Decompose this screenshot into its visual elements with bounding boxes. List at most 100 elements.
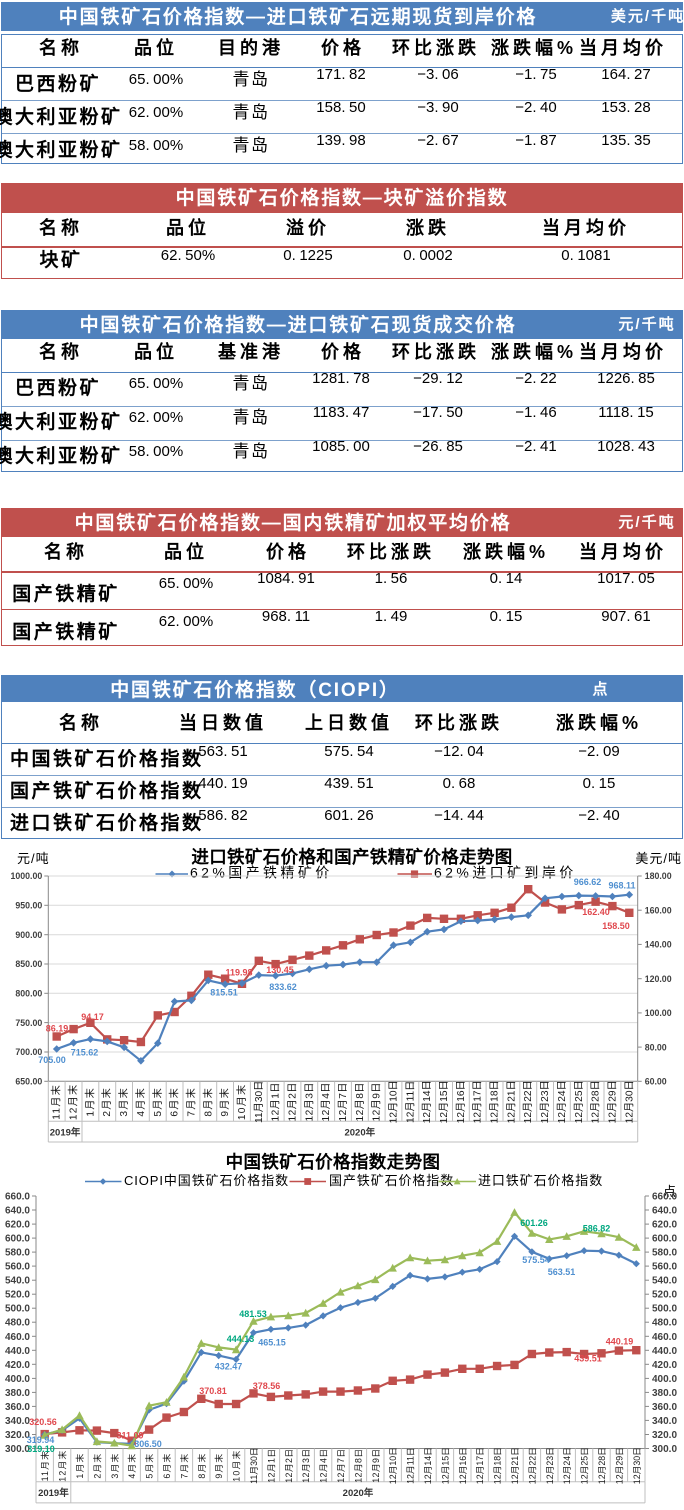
svg-text:5月末: 5月末 [151, 1087, 164, 1117]
svg-text:360.0: 360.0 [652, 1402, 677, 1413]
svg-text:580.0: 580.0 [5, 1248, 30, 1259]
svg-text:380.0: 380.0 [5, 1388, 30, 1399]
svg-text:12月7日: 12月7日 [336, 1448, 346, 1482]
svg-text:340.0: 340.0 [5, 1416, 30, 1427]
svg-text:2019年: 2019年 [38, 1487, 69, 1499]
svg-text:601.26: 601.26 [520, 1218, 548, 1228]
svg-text:360.0: 360.0 [5, 1402, 30, 1413]
svg-text:1000.00: 1000.00 [10, 871, 42, 881]
svg-text:9月末: 9月末 [218, 1087, 231, 1117]
svg-text:12月4日: 12月4日 [319, 1448, 329, 1482]
svg-text:12月11日: 12月11日 [404, 1081, 416, 1123]
svg-text:715.62: 715.62 [71, 1048, 99, 1058]
svg-text:750.00: 750.00 [15, 1018, 42, 1028]
svg-text:12月17日: 12月17日 [472, 1080, 484, 1123]
svg-text:158.50: 158.50 [602, 921, 630, 931]
svg-text:12月1日: 12月1日 [270, 1082, 282, 1121]
svg-text:12月25日: 12月25日 [580, 1447, 590, 1484]
svg-text:400.0: 400.0 [652, 1374, 677, 1385]
svg-text:420.0: 420.0 [652, 1360, 677, 1371]
svg-text:12月7日: 12月7日 [337, 1082, 349, 1121]
svg-text:320.0: 320.0 [5, 1430, 30, 1441]
svg-text:12月17日: 12月17日 [475, 1447, 485, 1484]
svg-text:119.98: 119.98 [225, 967, 252, 977]
svg-text:600.0: 600.0 [5, 1234, 30, 1245]
svg-text:340.0: 340.0 [652, 1416, 677, 1427]
svg-text:600.0: 600.0 [652, 1234, 677, 1245]
svg-text:850.00: 850.00 [15, 959, 42, 969]
svg-text:660.0: 660.0 [5, 1192, 30, 1203]
svg-text:12月4日: 12月4日 [320, 1082, 332, 1121]
svg-text:12月21日: 12月21日 [505, 1080, 517, 1123]
svg-text:2020年: 2020年 [344, 1126, 375, 1138]
svg-text:12月3日: 12月3日 [303, 1082, 315, 1121]
svg-text:10月末: 10月末 [235, 1084, 248, 1121]
svg-text:563.51: 563.51 [548, 1267, 576, 1277]
svg-text:国产铁矿石价格指数: 国产铁矿石价格指数 [329, 1173, 454, 1188]
svg-text:11月末: 11月末 [50, 1084, 63, 1120]
svg-text:4月末: 4月末 [126, 1453, 137, 1479]
svg-text:620.0: 620.0 [652, 1220, 677, 1231]
svg-text:815.51: 815.51 [210, 988, 238, 998]
svg-text:380.0: 380.0 [652, 1388, 677, 1399]
svg-text:12月16日: 12月16日 [458, 1447, 468, 1484]
svg-text:12月15日: 12月15日 [438, 1080, 450, 1123]
svg-text:520.0: 520.0 [5, 1290, 30, 1301]
svg-text:12月18日: 12月18日 [493, 1447, 503, 1484]
svg-text:440.0: 440.0 [5, 1346, 30, 1357]
svg-text:进口铁矿石价格和国产铁精矿价格走势图: 进口铁矿石价格和国产铁精矿价格走势图 [191, 847, 512, 867]
svg-text:7月末: 7月末 [184, 1087, 197, 1117]
svg-text:120.00: 120.00 [645, 974, 672, 984]
svg-text:465.15: 465.15 [258, 1337, 286, 1347]
svg-text:370.81: 370.81 [199, 1386, 227, 1396]
svg-text:432.47: 432.47 [215, 1362, 243, 1372]
svg-text:4月末: 4月末 [134, 1087, 147, 1117]
svg-text:2019年: 2019年 [50, 1126, 81, 1138]
svg-text:540.0: 540.0 [652, 1276, 677, 1287]
svg-text:9月末: 9月末 [213, 1453, 224, 1479]
svg-text:500.0: 500.0 [652, 1304, 677, 1315]
svg-text:12月14日: 12月14日 [421, 1080, 433, 1123]
svg-text:7月末: 7月末 [178, 1453, 189, 1479]
svg-text:966.62: 966.62 [574, 877, 602, 887]
svg-text:444.13: 444.13 [227, 1334, 255, 1344]
svg-text:968.11: 968.11 [608, 881, 635, 891]
svg-text:12月18日: 12月18日 [489, 1080, 501, 1123]
svg-text:12月24日: 12月24日 [556, 1080, 568, 1123]
svg-text:94.17: 94.17 [81, 1012, 104, 1022]
svg-text:中国铁矿石价格指数走势图: 中国铁矿石价格指数走势图 [226, 1152, 441, 1172]
svg-text:62%进口矿到岸价: 62%进口矿到岸价 [434, 865, 577, 881]
svg-text:560.0: 560.0 [5, 1262, 30, 1273]
svg-text:660.0: 660.0 [652, 1192, 677, 1203]
svg-text:点: 点 [663, 1184, 676, 1199]
svg-text:12月25日: 12月25日 [573, 1080, 585, 1123]
svg-text:CIOPI中国铁矿石价格指数: CIOPI中国铁矿石价格指数 [124, 1173, 289, 1188]
svg-text:560.0: 560.0 [652, 1262, 677, 1273]
svg-text:12月23日: 12月23日 [545, 1447, 555, 1484]
svg-text:705.00: 705.00 [38, 1055, 66, 1065]
svg-text:11月30日: 11月30日 [253, 1081, 265, 1123]
svg-text:481.53: 481.53 [239, 1309, 267, 1319]
svg-text:12月2日: 12月2日 [284, 1448, 294, 1482]
svg-text:311.09: 311.09 [116, 1431, 143, 1441]
svg-text:12月14日: 12月14日 [423, 1447, 433, 1484]
svg-text:440.19: 440.19 [606, 1337, 634, 1347]
svg-text:833.62: 833.62 [269, 982, 297, 992]
svg-text:12月9日: 12月9日 [371, 1448, 381, 1482]
svg-text:640.0: 640.0 [5, 1206, 30, 1217]
svg-text:2020年: 2020年 [343, 1487, 374, 1499]
svg-text:3月末: 3月末 [117, 1087, 130, 1117]
svg-text:12月29日: 12月29日 [614, 1447, 624, 1484]
svg-text:460.0: 460.0 [652, 1332, 677, 1343]
svg-text:12月21日: 12月21日 [510, 1447, 520, 1484]
svg-text:10月末: 10月末 [231, 1450, 242, 1482]
svg-text:12月10日: 12月10日 [388, 1447, 398, 1484]
svg-text:586.82: 586.82 [583, 1223, 611, 1233]
svg-text:440.0: 440.0 [652, 1346, 677, 1357]
svg-text:700.00: 700.00 [15, 1047, 42, 1057]
svg-text:2月末: 2月末 [100, 1087, 113, 1117]
svg-text:320.56: 320.56 [29, 1417, 57, 1427]
svg-text:1月末: 1月末 [83, 1087, 96, 1117]
svg-text:140.00: 140.00 [645, 940, 672, 950]
svg-text:12月28日: 12月28日 [590, 1080, 602, 1123]
